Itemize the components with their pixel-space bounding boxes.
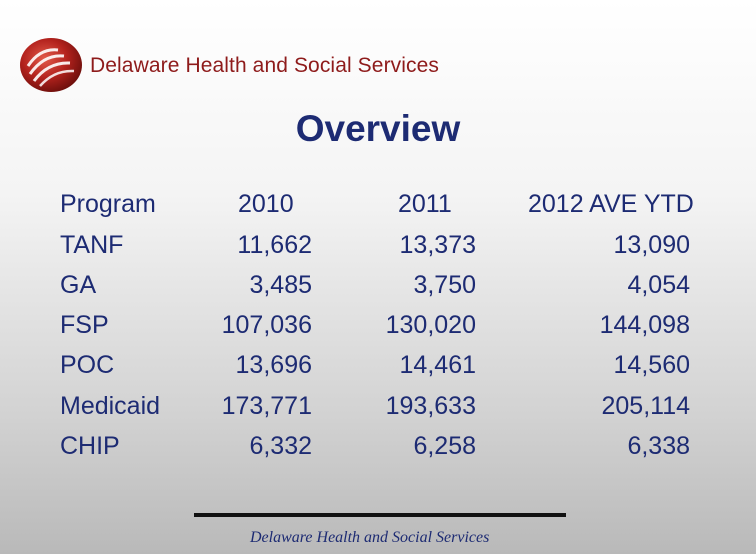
footer-text: Delaware Health and Social Services xyxy=(250,529,490,546)
row-program: FSP xyxy=(60,311,109,339)
header-2012-ave-ytd: 2012 AVE YTD xyxy=(528,190,694,218)
row-value-2011: 6,258 xyxy=(413,432,476,460)
row-value-2011: 3,750 xyxy=(413,271,476,299)
header-2011: 2011 xyxy=(398,190,452,218)
row-value-2011: 193,633 xyxy=(385,392,476,420)
row-program: TANF xyxy=(60,231,124,259)
row-value-2011: 14,461 xyxy=(399,351,476,379)
row-program: POC xyxy=(60,351,115,379)
row-value-2012: 4,054 xyxy=(627,271,690,299)
row-value-2012: 14,560 xyxy=(613,351,690,379)
footer-divider xyxy=(194,513,566,517)
row-program: Medicaid xyxy=(60,392,161,420)
header-program: Program xyxy=(60,190,156,218)
row-value-2012: 13,090 xyxy=(613,231,690,259)
row-value-2010: 6,332 xyxy=(249,432,312,460)
org-name: Delaware Health and Social Services xyxy=(90,54,440,77)
row-value-2012: 144,098 xyxy=(599,311,690,339)
row-program: CHIP xyxy=(60,432,120,460)
row-value-2010: 3,485 xyxy=(249,271,312,299)
dhss-logo-icon xyxy=(18,36,84,94)
row-value-2011: 130,020 xyxy=(385,311,476,339)
row-value-2011: 13,373 xyxy=(399,231,476,259)
row-value-2012: 205,114 xyxy=(601,392,690,420)
row-value-2012: 6,338 xyxy=(627,432,690,460)
row-value-2010: 11,662 xyxy=(237,231,312,259)
page-title: Overview xyxy=(295,108,461,149)
row-program: GA xyxy=(60,271,97,299)
row-value-2010: 173,771 xyxy=(221,392,312,420)
row-value-2010: 107,036 xyxy=(221,311,312,339)
row-value-2010: 13,696 xyxy=(235,351,312,379)
header-2010: 2010 xyxy=(238,190,294,218)
